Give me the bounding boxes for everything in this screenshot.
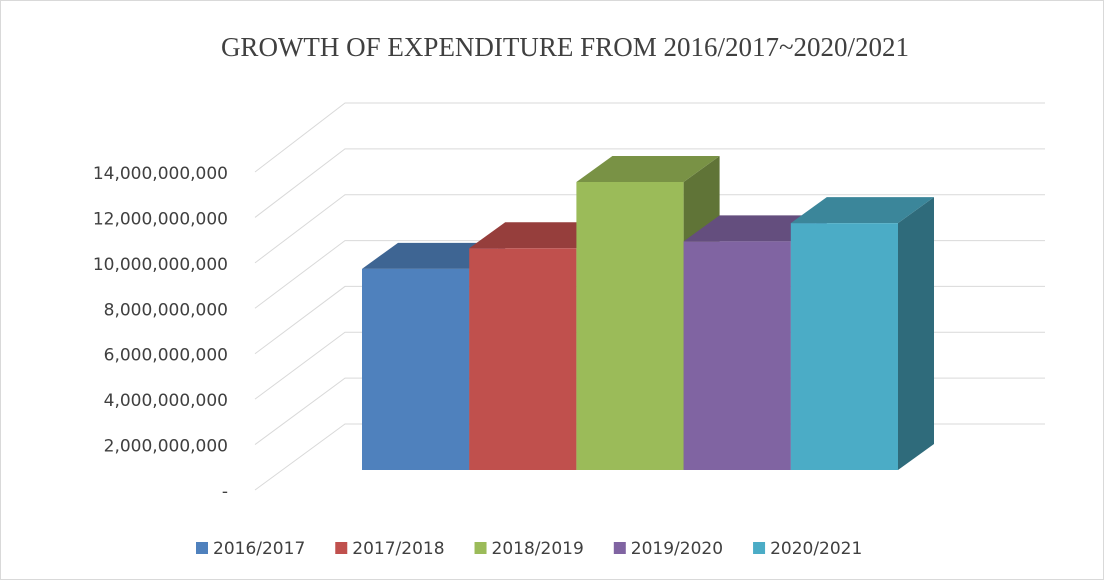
legend-swatch	[474, 542, 487, 554]
grid-line	[254, 194, 1045, 264]
y-tick-label: 6,000,000,000	[104, 346, 228, 366]
legend-swatch	[753, 542, 766, 554]
legend-swatch	[196, 542, 208, 554]
y-tick-label: 10,000,000,000	[93, 255, 228, 275]
grid-line	[254, 102, 1045, 173]
bar	[576, 182, 684, 470]
y-tick-label: 2,000,000,000	[104, 437, 228, 457]
y-tick-label: 14,000,000,000	[93, 164, 228, 184]
bar-side	[898, 197, 934, 470]
legend-label: 2020/2021	[770, 539, 862, 559]
bar	[683, 241, 791, 470]
y-tick-label: -	[222, 482, 228, 502]
bar	[469, 248, 577, 470]
chart-title: GROWTH OF EXPENDITURE FROM 2016/2017~202…	[221, 32, 909, 62]
bar-top	[576, 156, 720, 182]
bar-top	[790, 197, 934, 224]
legend-label: 2017/2018	[352, 539, 444, 559]
legend-label: 2019/2020	[631, 539, 723, 559]
legend-label: 2018/2019	[492, 539, 584, 559]
legend-swatch	[613, 542, 626, 554]
y-tick-label: 8,000,000,000	[104, 300, 228, 320]
grid-line	[254, 148, 1045, 218]
bar	[790, 223, 898, 470]
bar	[362, 268, 470, 470]
y-tick-label: 12,000,000,000	[93, 209, 228, 229]
y-tick-label: 4,000,000,000	[104, 391, 228, 411]
legend-swatch	[335, 542, 348, 554]
legend-label: 2016/2017	[213, 539, 305, 559]
